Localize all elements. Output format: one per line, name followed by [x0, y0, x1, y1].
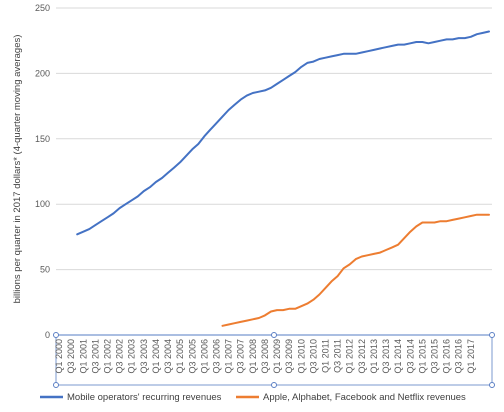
x-tick-label: Q1 2009 [272, 339, 282, 374]
y-tick-label: 100 [35, 199, 50, 209]
x-tick-label: Q1 2011 [321, 339, 331, 373]
y-tick-label: 250 [35, 3, 50, 13]
legend-label-internet-companies: Apple, Alphabet, Facebook and Netflix re… [263, 392, 466, 403]
x-tick-label: Q1 2015 [417, 339, 427, 374]
y-tick-label: 50 [40, 265, 50, 275]
x-tick-label: Q1 2017 [466, 339, 476, 374]
x-tick-label: Q3 2010 [308, 339, 318, 374]
x-tick-label: Q3 2008 [260, 339, 270, 374]
x-tick-label: Q1 2007 [224, 339, 234, 374]
y-tick-label: 0 [45, 330, 50, 340]
x-tick-label: Q3 2007 [236, 339, 246, 374]
series-lines [76, 30, 490, 327]
x-tick-label: Q1 2001 [78, 339, 88, 374]
selection-handle [489, 382, 495, 388]
x-tick-label: Q1 2012 [345, 339, 355, 374]
x-tick-label: Q1 2013 [369, 339, 379, 374]
series-line-mobile-operators [76, 30, 490, 236]
selection-handle [271, 382, 277, 388]
y-tick-label: 200 [35, 68, 50, 78]
x-tick-label: Q1 2000 [54, 339, 64, 374]
x-tick-label: Q1 2004 [151, 339, 161, 374]
x-tick-label: Q1 2006 [199, 339, 209, 374]
x-tick-label: Q3 2003 [139, 339, 149, 374]
x-tick-label: Q3 2013 [381, 339, 391, 374]
x-tick-label: Q3 2001 [90, 339, 100, 374]
series-line-internet-companies [221, 213, 490, 327]
x-axis-tick-labels: Q1 2000 Q3 2000 Q1 2001 Q3 2001 Q1 2002 Q3 20… [54, 339, 476, 374]
x-tick-label: Q1 2002 [103, 339, 113, 374]
x-tick-label: Q3 2004 [163, 339, 173, 374]
selection-handle [271, 332, 277, 338]
x-tick-label: Q3 2011 [333, 339, 343, 373]
x-tick-label: Q3 2002 [115, 339, 125, 374]
y-tick-label: 150 [35, 134, 50, 144]
x-tick-label: Q1 2005 [175, 339, 185, 374]
y-axis-title: billions per quarter in 2017 dollars* (4… [12, 35, 23, 304]
gridlines [56, 7, 492, 271]
x-tick-label: Q3 2005 [187, 339, 197, 374]
x-tick-label: Q1 2014 [393, 339, 403, 374]
x-tick-label: Q3 2006 [212, 339, 222, 374]
legend: Mobile operators' recurring revenues App… [40, 392, 466, 403]
x-tick-label: Q1 2003 [127, 339, 137, 374]
x-tick-label: Q3 2000 [66, 339, 76, 374]
selection-handle [53, 382, 59, 388]
x-axis [53, 332, 495, 388]
x-tick-label: Q3 2009 [284, 339, 294, 374]
x-tick-label: Q3 2012 [357, 339, 367, 374]
x-tick-label: Q3 2014 [405, 339, 415, 374]
y-axis-tick-labels: 0 50 100 150 200 250 [35, 3, 50, 340]
x-tick-label: Q3 2015 [430, 339, 440, 374]
legend-label-mobile-operators: Mobile operators' recurring revenues [67, 392, 222, 403]
x-tick-label: Q1 2016 [442, 339, 452, 374]
selection-handle [53, 332, 59, 338]
x-tick-label: Q1 2010 [296, 339, 306, 374]
selection-handle [489, 332, 495, 338]
x-tick-label: Q3 2016 [454, 339, 464, 374]
x-tick-label: Q1 2008 [248, 339, 258, 374]
